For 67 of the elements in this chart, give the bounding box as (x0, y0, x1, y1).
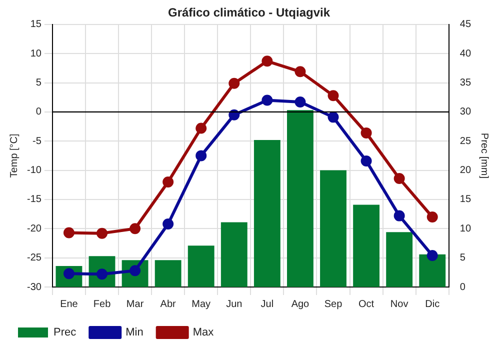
point (130, 223, 141, 234)
point (63, 227, 74, 238)
y2-tick-label: 15 (460, 194, 472, 206)
bar (188, 246, 214, 287)
legend-label: Prec (54, 326, 77, 339)
x-tick-label: Feb (93, 298, 112, 310)
point (96, 228, 108, 239)
y-tick-label: 5 (36, 78, 42, 89)
x-tick-label: Jul (260, 298, 274, 310)
legend-label: Max (192, 326, 214, 339)
y2-tick-label: 30 (460, 106, 472, 118)
x-tick-label: Dic (425, 298, 440, 310)
chart-title: Gráfico climático - Utqiagvik (168, 6, 330, 20)
y2-tick-label: 5 (460, 252, 466, 264)
bar (419, 254, 446, 287)
point (162, 218, 174, 230)
bar (154, 260, 182, 287)
y-tick-label: 15 (30, 19, 42, 30)
legend-label: Min (126, 326, 144, 339)
y2-tick-label: 25 (460, 136, 472, 147)
bar (287, 110, 314, 287)
y2-tick-label: 20 (460, 165, 472, 176)
y2-tick-label: 45 (460, 19, 472, 30)
bar (353, 204, 380, 287)
point (294, 96, 306, 108)
x-tick-label: Ene (60, 298, 78, 310)
point (394, 172, 405, 184)
x-tick-label: Mar (126, 298, 144, 310)
y-tick-label: 0 (36, 106, 42, 118)
point (262, 56, 273, 67)
point (262, 94, 273, 106)
bar (220, 222, 248, 287)
point (394, 210, 405, 222)
y-tick-label: -30 (27, 282, 42, 293)
point (196, 122, 207, 134)
y2-tick-label: 40 (460, 48, 472, 60)
x-tick-label: May (192, 298, 211, 310)
bar (386, 232, 413, 287)
y2-tick-label: 10 (460, 223, 472, 234)
point (426, 211, 438, 222)
point (360, 155, 372, 166)
point (162, 176, 174, 188)
point (328, 90, 339, 102)
y2-tick-label: 35 (460, 78, 472, 89)
x-tick-label: Abr (160, 298, 177, 310)
x-tick-label: Jun (226, 298, 242, 310)
y-axis-title: Temp [°C] (8, 133, 20, 178)
point (294, 66, 306, 78)
bar (320, 170, 346, 287)
x-tick-label: Nov (390, 298, 408, 310)
bar (254, 140, 280, 287)
x-tick-label: Oct (358, 298, 374, 310)
y-tick-label: -15 (27, 194, 42, 206)
point (328, 112, 339, 123)
y-tick-label: -10 (27, 165, 42, 176)
y2-axis-title: Prec [mm] (478, 132, 490, 179)
x-tick-label: Sep (324, 298, 343, 310)
x-tick-label: Ago (291, 298, 310, 310)
point (196, 150, 207, 162)
y-tick-label: 10 (30, 48, 42, 60)
y-tick-label: -25 (27, 252, 42, 264)
point (360, 127, 372, 138)
point (228, 78, 240, 89)
y-tick-label: -5 (32, 136, 42, 147)
y-tick-label: -20 (27, 223, 42, 234)
point (426, 250, 438, 261)
y2-tick-label: 0 (460, 282, 466, 293)
